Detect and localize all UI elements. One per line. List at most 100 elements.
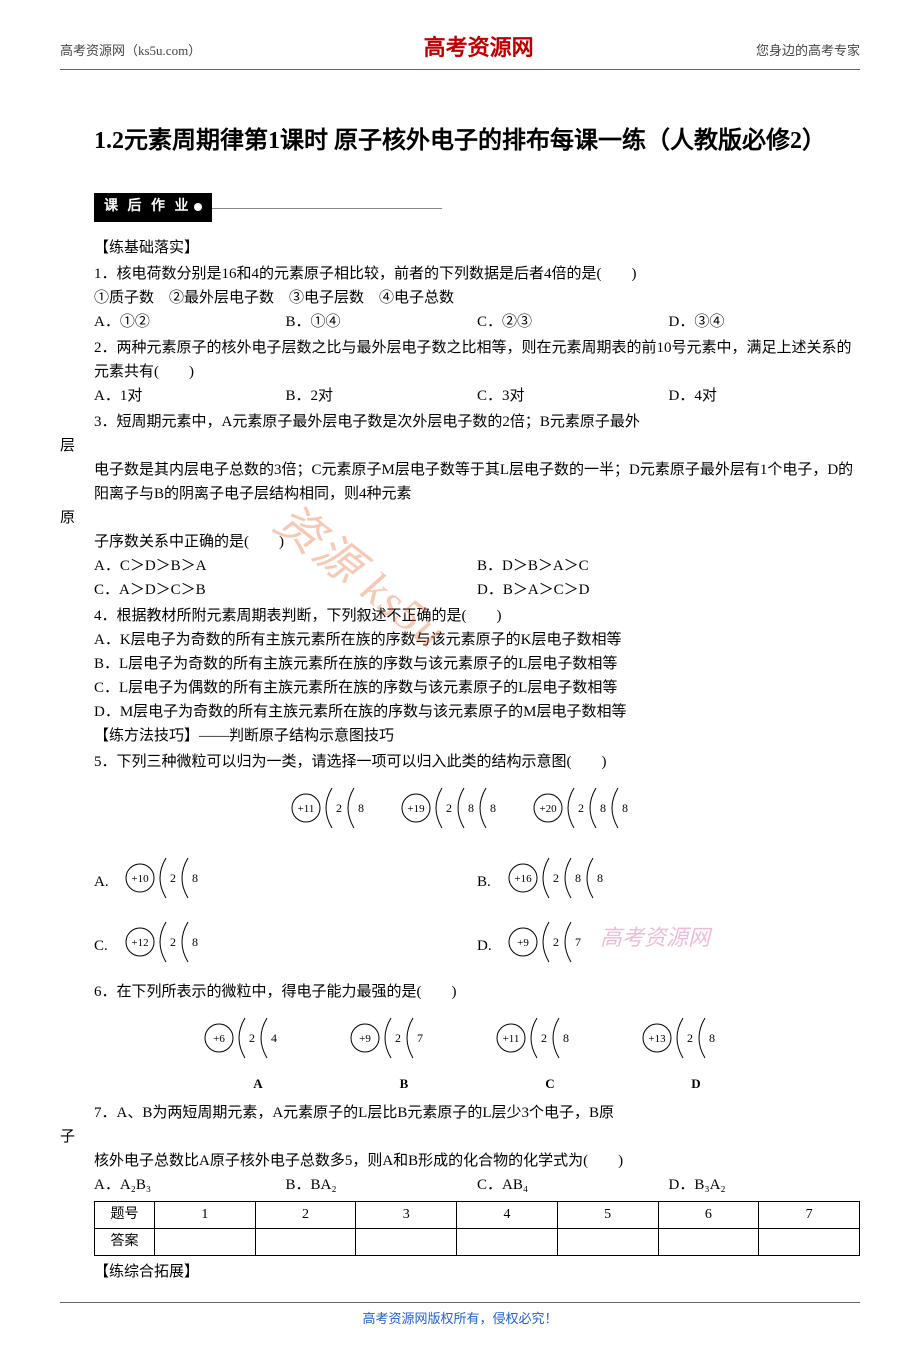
page-footer: 高考资源网版权所有，侵权必究！ — [60, 1302, 860, 1330]
q6-label-d: D — [641, 1074, 751, 1095]
q5-label-d: D. — [477, 934, 503, 958]
answer-table-answer-row: 答案 — [95, 1228, 860, 1255]
svg-text:2: 2 — [553, 935, 559, 949]
svg-text:2: 2 — [395, 1031, 401, 1045]
svg-text:2: 2 — [249, 1031, 255, 1045]
q6-label-b: B — [349, 1074, 459, 1095]
answer-col-2: 2 — [255, 1201, 356, 1228]
subheading-extension: 【练综合拓展】 — [94, 1260, 860, 1284]
svg-text:4: 4 — [271, 1031, 277, 1045]
q6-opt-c-diagram: +11 2 8 — [495, 1014, 577, 1070]
svg-text:+11: +11 — [503, 1033, 520, 1045]
answer-cell-2[interactable] — [255, 1228, 356, 1255]
svg-text:2: 2 — [687, 1031, 693, 1045]
answer-cell-3[interactable] — [356, 1228, 457, 1255]
q2-opt-a: A．1对 — [94, 384, 286, 408]
svg-text:7: 7 — [575, 935, 581, 949]
q1-opt-c: C．②③ — [477, 310, 669, 334]
q5-opt-d: +927 — [507, 918, 589, 974]
header-left: 高考资源网（ks5u.com） — [60, 41, 201, 62]
q2-opt-d: D．4对 — [669, 384, 861, 408]
answer-col-7: 7 — [759, 1201, 860, 1228]
q5-opt-b: +16288 — [507, 854, 611, 910]
q3-opt-c: C．A＞D＞C＞B — [94, 578, 477, 602]
q4-opt-c: C．L层电子为偶数的所有主族元素所在族的序数与该元素原子的L层电子数相等 — [94, 676, 860, 700]
question-3-line1: 3．短周期元素中，A元素原子最外层电子数是次外层电子数的2倍；B元素原子最外 — [94, 410, 860, 434]
svg-text:2: 2 — [336, 801, 342, 815]
q5-opt-c: +1228 — [124, 918, 206, 974]
svg-text:+13: +13 — [648, 1033, 666, 1045]
answer-cell-7[interactable] — [759, 1228, 860, 1255]
answer-table-row1-label: 题号 — [95, 1201, 155, 1228]
svg-text:+20: +20 — [539, 803, 557, 815]
svg-text:8: 8 — [597, 871, 603, 885]
q4-opt-a: A．K层电子为奇数的所有主族元素所在族的序数与该元素原子的K层电子数相等 — [94, 628, 860, 652]
svg-text:2: 2 — [170, 935, 176, 949]
svg-text:8: 8 — [709, 1031, 715, 1045]
question-2: 2．两种元素原子的核外电子层数之比与最外层电子数之比相等，则在元素周期表的前10… — [94, 336, 860, 384]
answer-table-row2-label: 答案 — [95, 1228, 155, 1255]
question-1-items: ①质子数 ②最外层电子数 ③电子层数 ④电子总数 — [94, 286, 860, 310]
svg-text:+16: +16 — [514, 873, 532, 885]
subheading-basics: 【练基础落实】 — [94, 236, 860, 260]
svg-text:2: 2 — [553, 871, 559, 885]
answer-cell-5[interactable] — [557, 1228, 658, 1255]
answer-col-3: 3 — [356, 1201, 457, 1228]
q7-opt-c: C．AB₄ — [477, 1173, 669, 1197]
question-7-line1: 7．A、B为两短周期元素，A元素原子的L层比B元素原子的L层少3个电子，B原 — [94, 1101, 860, 1125]
svg-text:2: 2 — [541, 1031, 547, 1045]
q6-opt-d-diagram: +13 2 8 — [641, 1014, 723, 1070]
svg-text:8: 8 — [192, 871, 198, 885]
q2-opt-c: C．3对 — [477, 384, 669, 408]
q5-label-a: A. — [94, 870, 120, 894]
question-3-options: A．C＞D＞B＞A B．D＞B＞A＞C C．A＞D＞C＞B D．B＞A＞C＞D — [94, 554, 860, 602]
question-3-line4: 原 — [60, 506, 860, 530]
q6-opt-a-diagram: +6 2 4 — [203, 1014, 285, 1070]
svg-text:+10: +10 — [131, 873, 149, 885]
q6-label-c: C — [495, 1074, 605, 1095]
question-1: 1．核电荷数分别是16和4的元素原子相比较，前者的下列数据是后者4倍的是( ) — [94, 262, 860, 286]
q4-opt-d: D．M层电子为奇数的所有主族元素所在族的序数与该元素原子的M层电子数相等 — [94, 700, 860, 724]
q3-opt-a: A．C＞D＞B＞A — [94, 554, 477, 578]
q6-opt-b-diagram: +927 — [349, 1014, 431, 1070]
answer-cell-1[interactable] — [155, 1228, 256, 1255]
header-center-logo: 高考资源网 — [424, 30, 534, 65]
answer-table-header-row: 题号 1 2 3 4 5 6 7 — [95, 1201, 860, 1228]
question-6: 6．在下列所表示的微粒中，得电子能力最强的是( ) — [94, 980, 860, 1004]
q5-top-row: +1128 +19288 +20288 — [94, 780, 860, 844]
q1-opt-a: A．①② — [94, 310, 286, 334]
answer-cell-4[interactable] — [457, 1228, 558, 1255]
answer-col-1: 1 — [155, 1201, 256, 1228]
svg-text:7: 7 — [417, 1031, 423, 1045]
q7-opt-a: A．A₂B₃ — [94, 1173, 286, 1197]
svg-text:8: 8 — [490, 801, 496, 815]
q7-opt-b: B．BA₂ — [286, 1173, 478, 1197]
q1-opt-d: D．③④ — [669, 310, 861, 334]
q5-top-1: +1128 — [290, 784, 372, 840]
q5-top-2: +19288 — [400, 784, 504, 840]
question-7-options: A．A₂B₃ B．BA₂ C．AB₄ D．B₃A₂ — [94, 1173, 860, 1197]
question-2-options: A．1对 B．2对 C．3对 D．4对 — [94, 384, 860, 408]
q3-opt-d: D．B＞A＞C＞D — [477, 578, 860, 602]
question-7-line2: 子 — [60, 1125, 860, 1149]
page-title: 1.2元素周期律第1课时 原子核外电子的排布每课一练（人教版必修2） — [60, 120, 860, 163]
svg-text:+6: +6 — [213, 1033, 225, 1045]
q5-top-3: +20288 — [532, 784, 636, 840]
answer-col-4: 4 — [457, 1201, 558, 1228]
q4-opt-b: B．L层电子为奇数的所有主族元素所在族的序数与该元素原子的L层电子数相等 — [94, 652, 860, 676]
question-3-line3: 电子数是其内层电子总数的3倍；C元素原子M层电子数等于其L层电子数的一半；D元素… — [94, 458, 860, 506]
answer-col-5: 5 — [557, 1201, 658, 1228]
q2-opt-b: B．2对 — [286, 384, 478, 408]
question-4: 4．根据教材所附元素周期表判断，下列叙述不正确的是( ) — [94, 604, 860, 628]
answer-table: 题号 1 2 3 4 5 6 7 答案 — [94, 1201, 860, 1257]
svg-text:+12: +12 — [131, 937, 148, 949]
svg-text:+19: +19 — [407, 803, 425, 815]
section-banner-label: 课 后 作 业 — [104, 199, 192, 214]
section-banner: 课 后 作 业 — [94, 193, 212, 221]
svg-text:+11: +11 — [298, 803, 315, 815]
svg-text:2: 2 — [446, 801, 452, 815]
svg-text:8: 8 — [563, 1031, 569, 1045]
answer-col-6: 6 — [658, 1201, 759, 1228]
answer-cell-6[interactable] — [658, 1228, 759, 1255]
q5-label-b: B. — [477, 870, 503, 894]
